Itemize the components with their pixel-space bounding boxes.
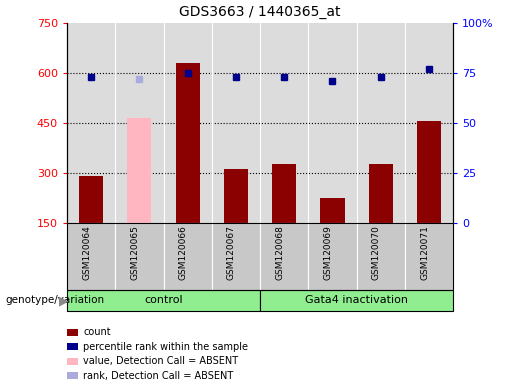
Text: GSM120069: GSM120069 bbox=[323, 225, 333, 280]
Text: rank, Detection Call = ABSENT: rank, Detection Call = ABSENT bbox=[83, 371, 234, 381]
Text: count: count bbox=[83, 327, 111, 337]
Text: GSM120071: GSM120071 bbox=[420, 225, 429, 280]
Text: GSM120068: GSM120068 bbox=[275, 225, 284, 280]
Text: ▶: ▶ bbox=[59, 294, 69, 307]
Text: GSM120065: GSM120065 bbox=[130, 225, 140, 280]
Text: percentile rank within the sample: percentile rank within the sample bbox=[83, 342, 248, 352]
Bar bbox=[224, 169, 248, 223]
Bar bbox=[176, 63, 200, 223]
Text: value, Detection Call = ABSENT: value, Detection Call = ABSENT bbox=[83, 356, 238, 366]
Text: GSM120064: GSM120064 bbox=[82, 225, 91, 280]
Bar bbox=[79, 176, 103, 223]
Bar bbox=[417, 121, 441, 223]
Bar bbox=[127, 118, 151, 223]
Text: GSM120070: GSM120070 bbox=[372, 225, 381, 280]
Title: GDS3663 / 1440365_at: GDS3663 / 1440365_at bbox=[179, 5, 341, 19]
Text: Gata4 inactivation: Gata4 inactivation bbox=[305, 295, 408, 306]
Bar bbox=[320, 198, 345, 223]
Text: GSM120066: GSM120066 bbox=[179, 225, 187, 280]
Bar bbox=[272, 164, 296, 223]
Text: GSM120067: GSM120067 bbox=[227, 225, 236, 280]
Text: genotype/variation: genotype/variation bbox=[5, 295, 104, 306]
Bar bbox=[369, 164, 393, 223]
Text: control: control bbox=[144, 295, 183, 306]
